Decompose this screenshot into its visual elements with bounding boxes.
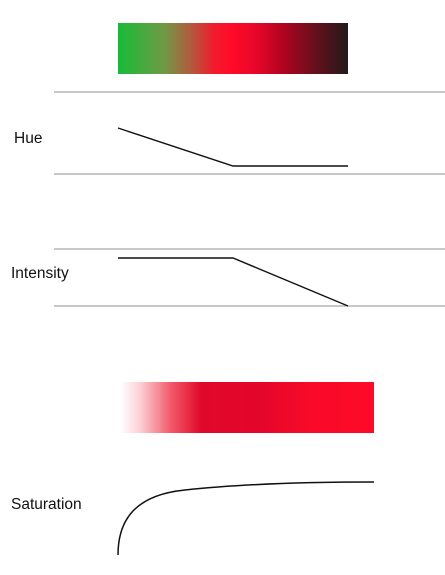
intensity-label: Intensity bbox=[11, 265, 69, 282]
hue-label: Hue bbox=[14, 130, 43, 147]
hue-curve bbox=[117, 127, 348, 167]
hue-gradient-bar bbox=[118, 23, 348, 74]
intensity-curve bbox=[118, 257, 349, 307]
saturation-gradient-bar bbox=[120, 382, 374, 433]
saturation-curve bbox=[117, 481, 375, 556]
saturation-label: Saturation bbox=[11, 496, 82, 513]
